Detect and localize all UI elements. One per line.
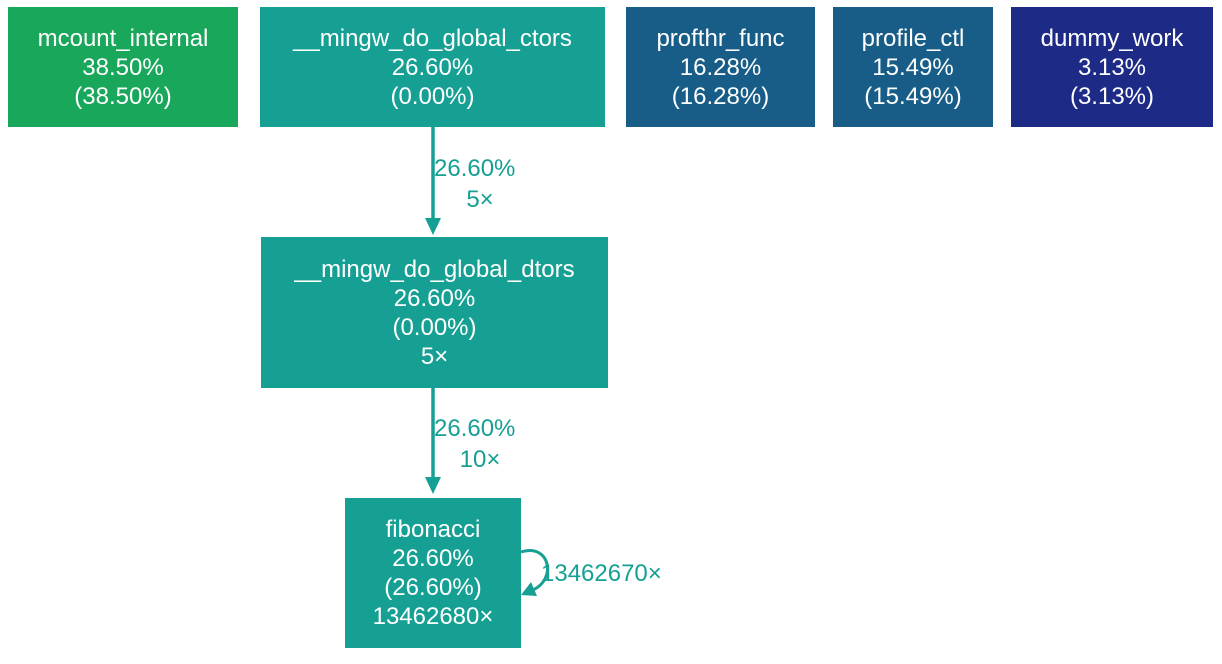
node-mingw-do-global-ctors: __mingw_do_global_ctors 26.60% (0.00%) (260, 7, 605, 127)
node-total-percent: 16.28% (679, 53, 762, 81)
node-self-percent: (3.13%) (1069, 82, 1155, 110)
node-label: mcount_internal (37, 24, 209, 52)
node-self-percent: (15.49%) (864, 82, 962, 110)
node-total-percent: 15.49% (872, 53, 954, 81)
node-label: dummy_work (1040, 24, 1184, 52)
node-self-percent: (0.00%) (390, 82, 475, 110)
edge-label-dtors-to-fibonacci: 26.60% 10× (434, 413, 526, 475)
node-label: profile_ctl (861, 24, 965, 52)
node-label: profthr_func (656, 24, 785, 52)
node-label: fibonacci (385, 516, 481, 543)
edge-call-count: 13462670× (541, 560, 662, 587)
node-self-percent: (26.60%) (384, 574, 482, 601)
node-profthr-func: profthr_func 16.28% (16.28%) (626, 7, 815, 127)
node-total-percent: 3.13% (1077, 53, 1147, 81)
node-mcount-internal: mcount_internal 38.50% (38.50%) (8, 7, 238, 127)
node-total-percent: 38.50% (82, 53, 164, 81)
arrowhead-icon (425, 218, 441, 235)
arrowhead-icon (521, 582, 537, 596)
edge-percent: 26.60% (434, 155, 516, 182)
node-total-percent: 26.60% (393, 284, 476, 312)
node-total-percent: 26.60% (391, 53, 474, 81)
edge-label-fibonacci-self-loop: 13462670× (541, 558, 662, 589)
edge-call-count: 10× (459, 446, 501, 473)
node-self-percent: (16.28%) (671, 82, 770, 110)
node-self-percent: (0.00%) (392, 313, 477, 341)
node-self-percent: (38.50%) (74, 82, 172, 110)
edge-percent: 26.60% (434, 415, 516, 442)
arrowhead-icon (425, 477, 441, 494)
node-call-count: 5× (420, 342, 449, 370)
node-label: __mingw_do_global_ctors (293, 24, 572, 52)
node-total-percent: 26.60% (392, 545, 474, 572)
edge-call-count: 5× (466, 186, 494, 213)
node-profile-ctl: profile_ctl 15.49% (15.49%) (833, 7, 993, 127)
node-call-count: 13462680× (372, 603, 494, 630)
node-label: __mingw_do_global_dtors (294, 255, 575, 283)
node-mingw-do-global-dtors: __mingw_do_global_dtors 26.60% (0.00%) 5… (261, 237, 608, 388)
node-dummy-work: dummy_work 3.13% (3.13%) (1011, 7, 1213, 127)
node-fibonacci: fibonacci 26.60% (26.60%) 13462680× (345, 498, 521, 648)
edge-label-ctors-to-dtors: 26.60% 5× (434, 153, 526, 215)
